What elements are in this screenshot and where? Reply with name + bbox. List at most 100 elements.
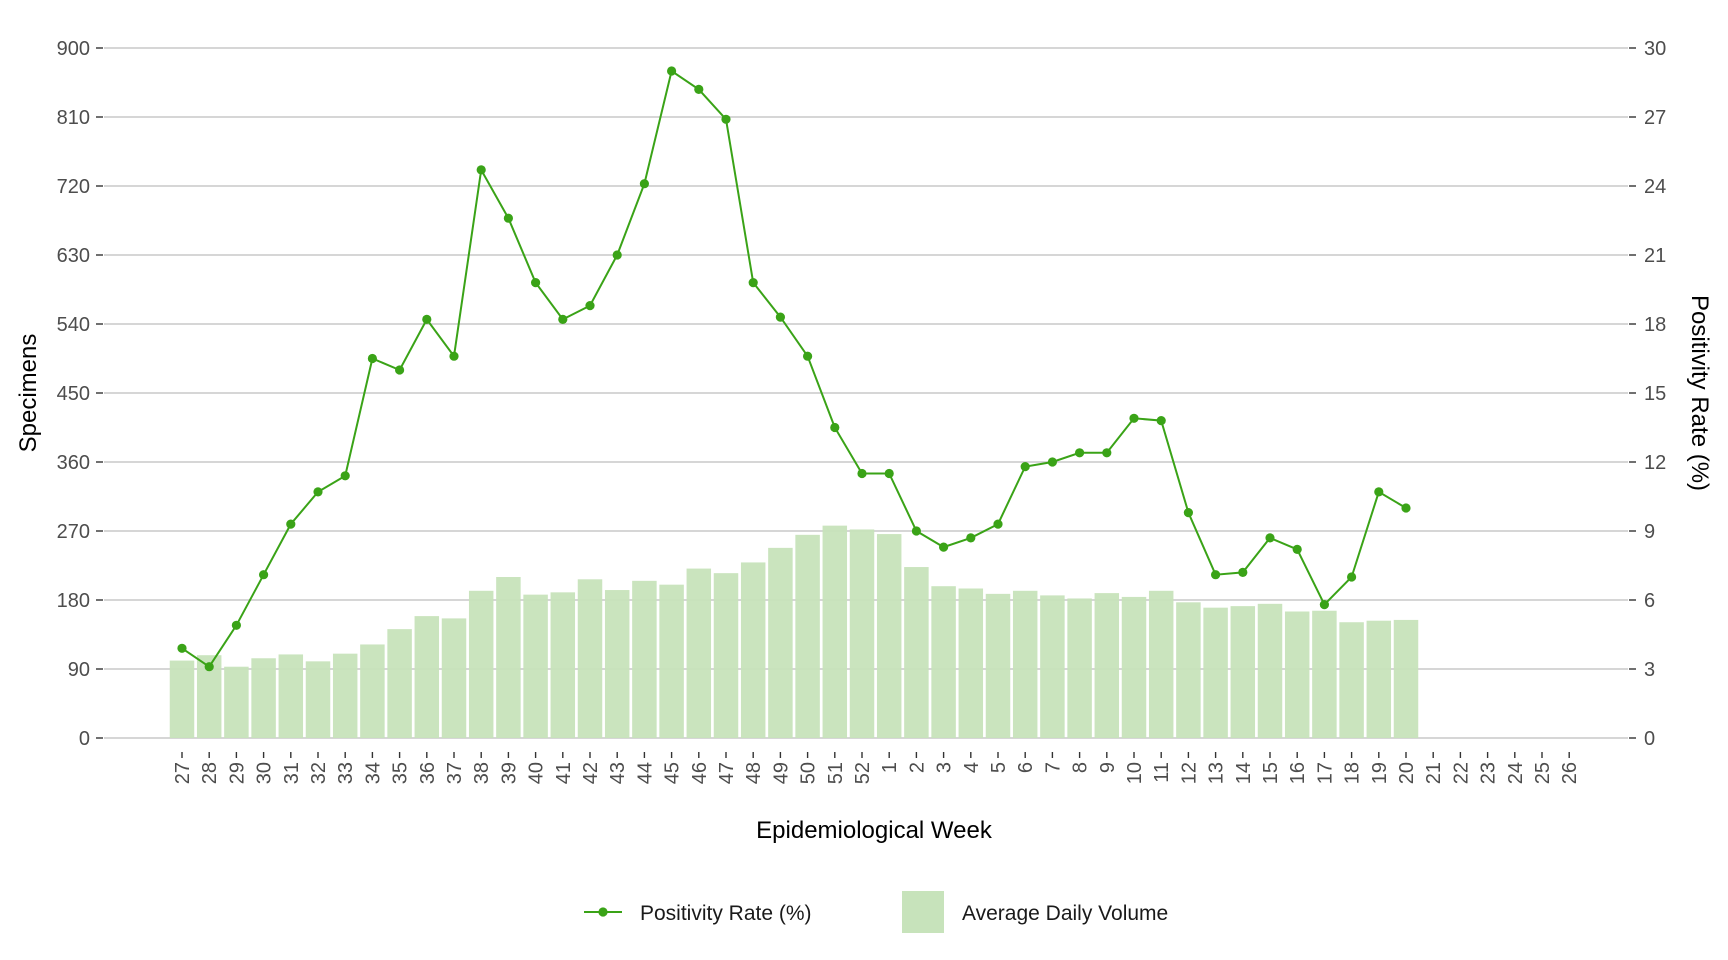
x-tick-label: 18 <box>1342 762 1364 784</box>
y-axis-title: Specimens <box>15 334 42 453</box>
x-tick-label: 24 <box>1505 762 1527 784</box>
bar <box>822 525 848 738</box>
data-point <box>1292 544 1302 555</box>
x-tick-label: 23 <box>1478 762 1500 784</box>
x-tick-label: 11 <box>1151 762 1173 783</box>
y-tick-label: 900 <box>57 38 90 60</box>
x-tick-label: 2 <box>906 762 928 773</box>
y-tick-label: 450 <box>57 383 90 405</box>
x-tick-label: 44 <box>634 762 656 784</box>
data-point <box>1020 462 1030 472</box>
data-point <box>1102 448 1112 458</box>
x-tick-label: 36 <box>417 762 439 784</box>
x-tick-label: 21 <box>1423 762 1445 784</box>
data-point <box>1129 413 1139 423</box>
y-tick-label: 270 <box>57 521 90 543</box>
x-tick-label: 32 <box>308 762 330 784</box>
x-tick-label: 8 <box>1070 762 1092 773</box>
bar <box>1121 596 1147 738</box>
bar <box>1393 619 1419 738</box>
data-point <box>204 662 214 672</box>
bar <box>1067 598 1092 738</box>
x-tick-label: 31 <box>281 762 303 784</box>
y2-tick-label: 27 <box>1644 107 1666 129</box>
bar <box>604 590 630 738</box>
x-tick-label: 13 <box>1206 762 1228 784</box>
data-point <box>531 278 541 288</box>
x-tick-label: 40 <box>526 762 548 784</box>
bar <box>496 577 521 738</box>
data-point <box>422 314 432 324</box>
x-tick-label: 45 <box>662 762 684 784</box>
bar <box>441 618 467 738</box>
x-tick-label: 47 <box>716 762 738 784</box>
y-tick-label: 540 <box>57 314 90 336</box>
x-tick-label: 42 <box>580 762 602 784</box>
bar <box>224 666 249 738</box>
bar <box>1203 607 1228 738</box>
bar <box>577 579 603 738</box>
data-point <box>748 278 758 288</box>
x-tick-label: 38 <box>471 762 493 784</box>
x-tick-label: 30 <box>254 762 276 784</box>
x-tick-label: 19 <box>1369 762 1391 784</box>
bar <box>414 616 440 738</box>
x-tick-label: 48 <box>743 762 765 784</box>
x-tick-label: 43 <box>607 762 629 784</box>
data-point <box>884 468 894 479</box>
bar <box>1148 590 1174 738</box>
y2-tick-label: 6 <box>1644 590 1655 612</box>
y2-axis-title: Positivity Rate (%) <box>1686 295 1713 491</box>
data-point <box>1374 487 1384 497</box>
x-tick-label: 46 <box>689 762 711 784</box>
x-tick-label: 37 <box>444 762 466 784</box>
y-tick-label: 90 <box>68 659 90 681</box>
data-point <box>1319 600 1329 610</box>
data-point <box>1401 503 1411 513</box>
y-tick-label: 810 <box>57 107 90 129</box>
y-tick-label: 360 <box>57 452 90 474</box>
data-point <box>476 165 486 175</box>
bar <box>795 534 820 738</box>
x-tick-label: 15 <box>1260 762 1282 784</box>
bar <box>1094 593 1120 738</box>
x-tick-label: 10 <box>1124 762 1146 784</box>
x-tick-label: 41 <box>553 762 575 784</box>
data-point <box>313 487 323 497</box>
data-point <box>694 84 704 94</box>
data-point <box>830 422 840 433</box>
bar <box>1312 610 1337 738</box>
x-tick-label: 14 <box>1233 762 1255 784</box>
bar <box>387 629 412 738</box>
data-point <box>340 471 350 481</box>
bar <box>523 594 548 738</box>
series-line <box>181 69 1407 669</box>
bar <box>305 661 331 738</box>
gridlines <box>104 47 1628 739</box>
y2-tick-label: 15 <box>1644 383 1666 405</box>
y2-tick-label: 0 <box>1644 728 1655 750</box>
bar <box>632 580 657 738</box>
bar <box>931 586 956 738</box>
bar <box>1040 595 1065 738</box>
data-point <box>395 365 405 375</box>
data-point <box>1211 570 1221 580</box>
data-point <box>503 213 513 223</box>
x-tick-label: 3 <box>934 762 956 773</box>
x-tick-label: 12 <box>1178 762 1200 784</box>
bar <box>251 658 276 738</box>
data-point <box>721 114 731 124</box>
x-tick-label: 5 <box>988 762 1010 773</box>
data-point <box>449 351 459 361</box>
bar <box>1257 603 1283 738</box>
x-tick-label: 52 <box>852 762 874 784</box>
bar <box>1012 590 1038 738</box>
data-point <box>231 620 241 630</box>
data-point <box>1238 567 1248 578</box>
bar <box>876 534 902 738</box>
x-tick-label: 7 <box>1042 762 1064 773</box>
y2-tick-label: 18 <box>1644 314 1666 336</box>
data-point <box>857 468 867 479</box>
